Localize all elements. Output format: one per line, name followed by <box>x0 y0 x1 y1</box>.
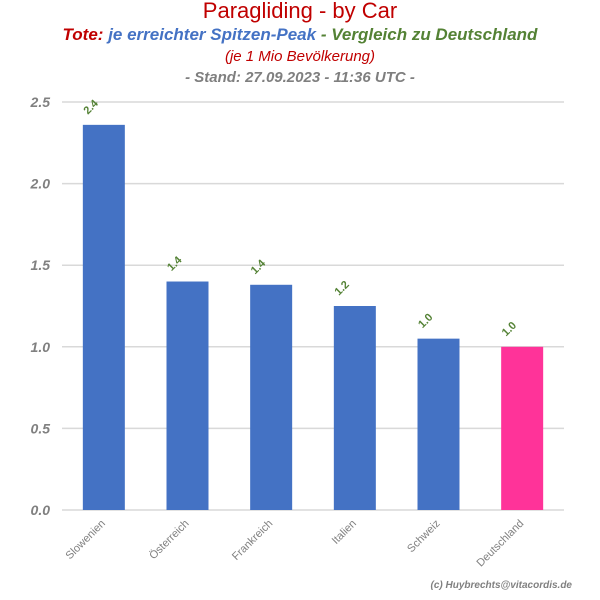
subtitle-compare: - Vergleich zu Deutschland <box>320 25 538 44</box>
y-tick-label: 1.5 <box>31 257 51 273</box>
copyright-credit: (c) Huybrechts@vitacordis.de <box>430 580 572 591</box>
data-label: 1.4 <box>249 257 269 277</box>
y-axis-ticks: 0.0 0.5 1.0 1.5 2.0 2.5 <box>30 94 51 518</box>
y-tick-label: 1.0 <box>31 339 51 355</box>
data-labels: 2.4 1.4 1.4 1.2 1.0 1.0 <box>81 97 519 339</box>
bar <box>501 346 544 510</box>
chart-title: Paragliding - by Car <box>202 0 398 23</box>
y-tick-label: 2.0 <box>30 176 51 192</box>
x-tick-label: Schweiz <box>405 518 442 555</box>
data-label: 2.4 <box>81 97 101 117</box>
chart-note: (je 1 Mio Bevölkerung) <box>224 48 376 65</box>
x-tick-label: Frankreich <box>230 518 275 563</box>
x-axis-ticks: Slowenien Österreich Frankreich Italien Schw… <box>64 518 527 570</box>
y-tick-label: 0.0 <box>31 502 51 518</box>
bar <box>82 124 125 511</box>
bars <box>82 124 544 511</box>
x-tick-label: Deutschland <box>475 518 527 570</box>
bar <box>333 306 376 510</box>
y-tick-label: 2.5 <box>30 94 51 110</box>
bar <box>166 281 209 510</box>
subtitle-main: je erreichter Spitzen-Peak <box>108 25 317 44</box>
bar <box>250 284 293 510</box>
x-tick-label: Italien <box>330 518 359 547</box>
chart-timestamp: - Stand: 27.09.2023 - 11:36 UTC - <box>185 69 415 86</box>
subtitle-prefix: Tote: <box>62 25 104 44</box>
y-tick-label: 0.5 <box>31 420 51 436</box>
data-label: 1.0 <box>500 320 519 339</box>
x-tick-label: Slowenien <box>64 518 108 562</box>
x-tick-label: Österreich <box>147 518 191 562</box>
data-label: 1.2 <box>332 279 351 298</box>
chart-subtitle: Tote: je erreichter Spitzen-Peak - Vergl… <box>0 24 600 46</box>
data-label: 1.4 <box>165 254 185 274</box>
gridlines <box>62 101 564 511</box>
data-label: 1.0 <box>416 311 435 330</box>
bar <box>417 338 460 510</box>
